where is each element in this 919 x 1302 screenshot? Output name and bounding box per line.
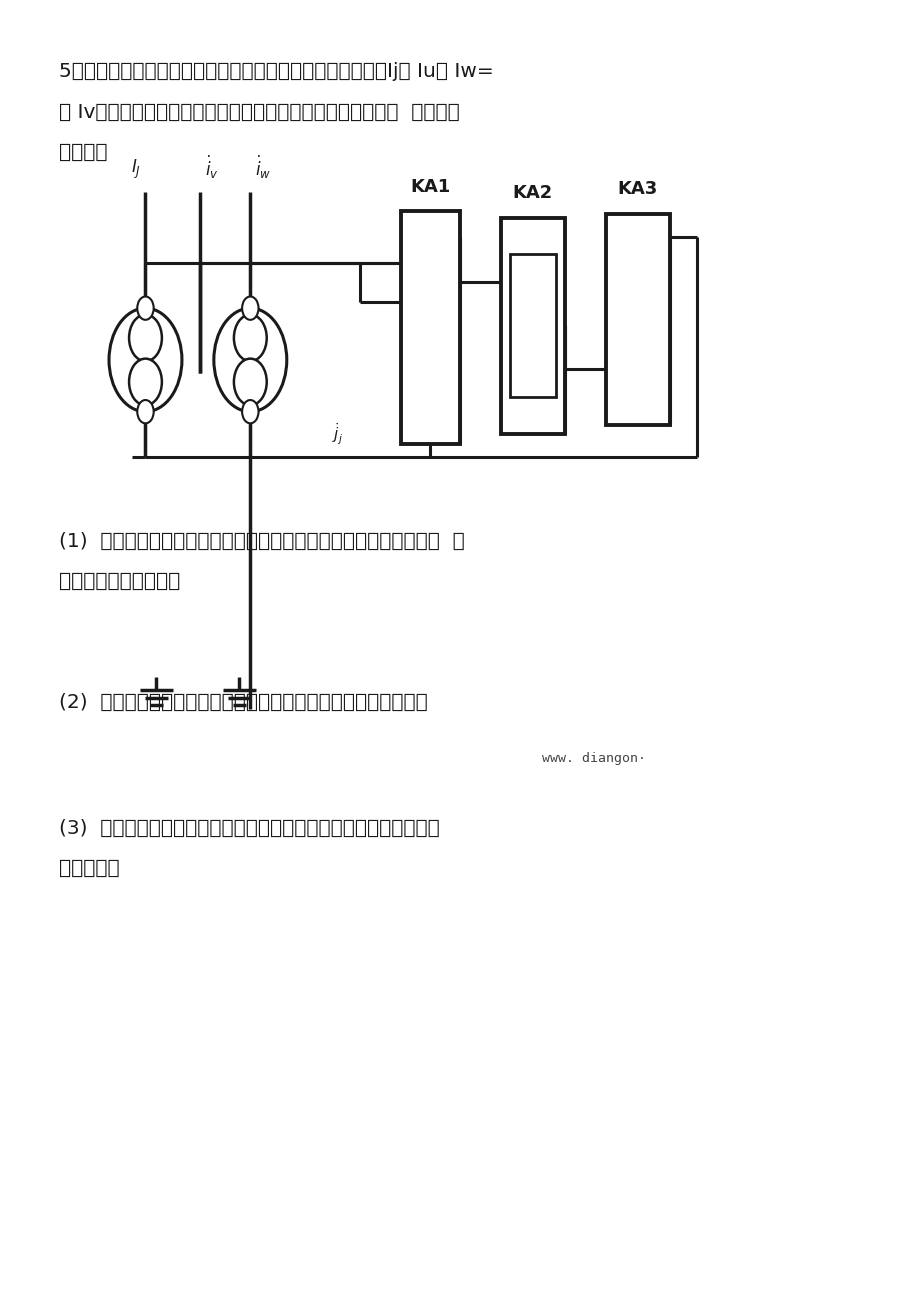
Circle shape — [129, 358, 162, 405]
Text: 5、两相三继电器完全星形接线，流入第三个继电器的电流是Ij＝ Iu＋ Iw=: 5、两相三继电器完全星形接线，流入第三个继电器的电流是Ij＝ Iu＋ Iw= — [59, 62, 494, 82]
Text: www. diangon·: www. diangon· — [541, 753, 645, 764]
Text: KA1: KA1 — [410, 177, 450, 195]
Text: 相短路。: 相短路。 — [59, 143, 108, 161]
Text: $\mathit{I_J}$: $\mathit{I_J}$ — [130, 159, 141, 181]
Text: (3)  不完全星形接线，可用来测量平衡负荷或不平衡负荷的三相系统: (3) 不完全星形接线，可用来测量平衡负荷或不平衡负荷的三相系统 — [59, 819, 439, 838]
Text: 器，测量一相的电流。: 器，测量一相的电流。 — [59, 572, 180, 591]
Text: $\mathit{\dot{j}_w}$: $\mathit{\dot{j}_w}$ — [245, 359, 261, 381]
Circle shape — [137, 400, 153, 423]
Text: $\mathit{\dot{j}_L}$: $\mathit{\dot{j}_L}$ — [110, 359, 123, 381]
Bar — [501, 217, 564, 434]
Circle shape — [137, 297, 153, 320]
Text: $\mathit{\dot{j}_j}$: $\mathit{\dot{j}_j}$ — [332, 421, 343, 447]
Circle shape — [242, 297, 258, 320]
Text: $\mathit{\dot{i}_w}$: $\mathit{\dot{i}_w}$ — [255, 154, 271, 181]
Text: KA2: KA2 — [512, 184, 552, 202]
Circle shape — [233, 315, 267, 361]
Circle shape — [213, 309, 287, 411]
Text: 各相电流。: 各相电流。 — [59, 859, 119, 879]
Text: (2)  星形接线，可测量三相负荷电流，监视每相负荷不对称情况。: (2) 星形接线，可测量三相负荷电流，监视每相负荷不对称情况。 — [59, 693, 427, 711]
Bar — [401, 211, 460, 444]
Circle shape — [129, 315, 162, 361]
Text: (1)  在三相三线制系统中，当各项负荷平衡时，可在一相中装电流互  感: (1) 在三相三线制系统中，当各项负荷平衡时，可在一相中装电流互 感 — [59, 533, 464, 551]
Text: $\mathit{\dot{i}_v}$: $\mathit{\dot{i}_v}$ — [205, 154, 219, 181]
Bar — [606, 214, 669, 424]
Bar — [510, 254, 555, 397]
Circle shape — [108, 309, 182, 411]
Text: － Iv。该接线方式应用在大电流接地系统中，保护线路的三相  短路和两: － Iv。该接线方式应用在大电流接地系统中，保护线路的三相 短路和两 — [59, 103, 460, 121]
Circle shape — [233, 358, 267, 405]
Circle shape — [242, 400, 258, 423]
Text: KA3: KA3 — [617, 180, 657, 198]
